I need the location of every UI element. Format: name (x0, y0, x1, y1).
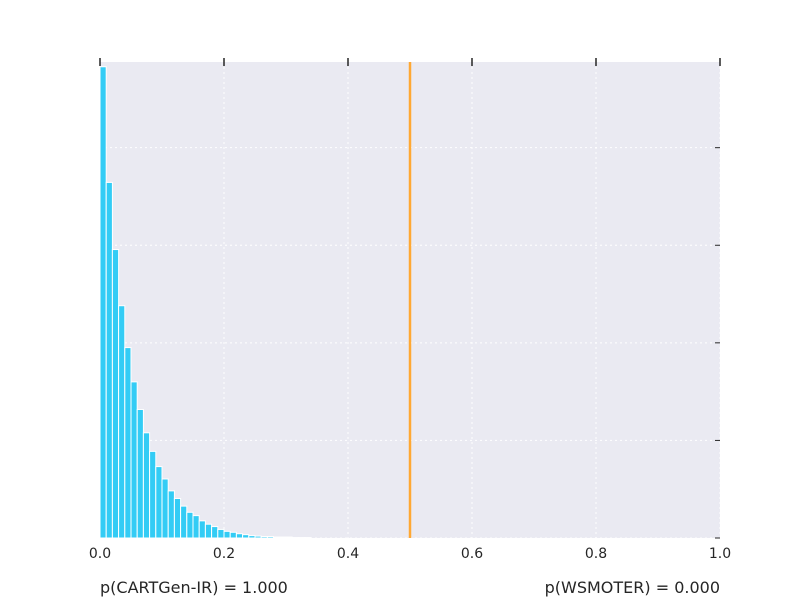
footer-left-pvalue: p(CARTGen-IR) = 1.000 (100, 578, 288, 597)
histogram-bar (235, 533, 244, 539)
histogram-bar (173, 497, 182, 539)
histogram-bar (211, 526, 219, 539)
histogram-bar (142, 432, 151, 539)
histogram-bar (285, 536, 293, 539)
histogram-bar (130, 381, 138, 539)
x-tick-label: 0.2 (213, 546, 235, 562)
histogram-bar (260, 536, 268, 539)
histogram-bar (186, 511, 194, 539)
histogram-bar (118, 305, 126, 539)
histogram-bar (136, 408, 144, 539)
histogram-bars (99, 66, 312, 539)
histogram-bar (266, 536, 275, 539)
histogram-bar (180, 505, 188, 539)
histogram-bar (242, 534, 250, 539)
histogram-bar (229, 531, 237, 539)
histogram-bar (149, 450, 157, 539)
histogram-bar (124, 347, 132, 539)
footer-right-pvalue: p(WSMOTER) = 0.000 (544, 578, 720, 597)
x-tick-label: 0.4 (337, 546, 359, 562)
histogram-bar (105, 181, 113, 539)
x-tick-label: 0.6 (461, 546, 483, 562)
x-tick-label: 1.0 (709, 546, 731, 562)
histogram-bar (223, 530, 231, 539)
histogram-bar (167, 490, 175, 539)
histogram-bar (161, 478, 169, 539)
histogram-bar (254, 535, 262, 539)
histogram-bar (111, 249, 120, 539)
histogram-bar (204, 523, 213, 539)
tick-marks (99, 58, 721, 539)
histogram-bar (248, 535, 256, 539)
histogram-bar (192, 515, 200, 539)
histogram-bar (273, 536, 281, 539)
x-tick-label: 0.0 (89, 546, 111, 562)
histogram-bar (217, 528, 225, 539)
x-tick-label: 0.8 (585, 546, 607, 562)
histogram-bar (279, 536, 287, 539)
histogram-bar (155, 466, 163, 539)
x-tick-labels: 0.0 0.2 0.4 0.6 0.8 1.0 (89, 546, 731, 562)
histogram-bar (99, 66, 107, 539)
histogram-bar (198, 520, 206, 539)
